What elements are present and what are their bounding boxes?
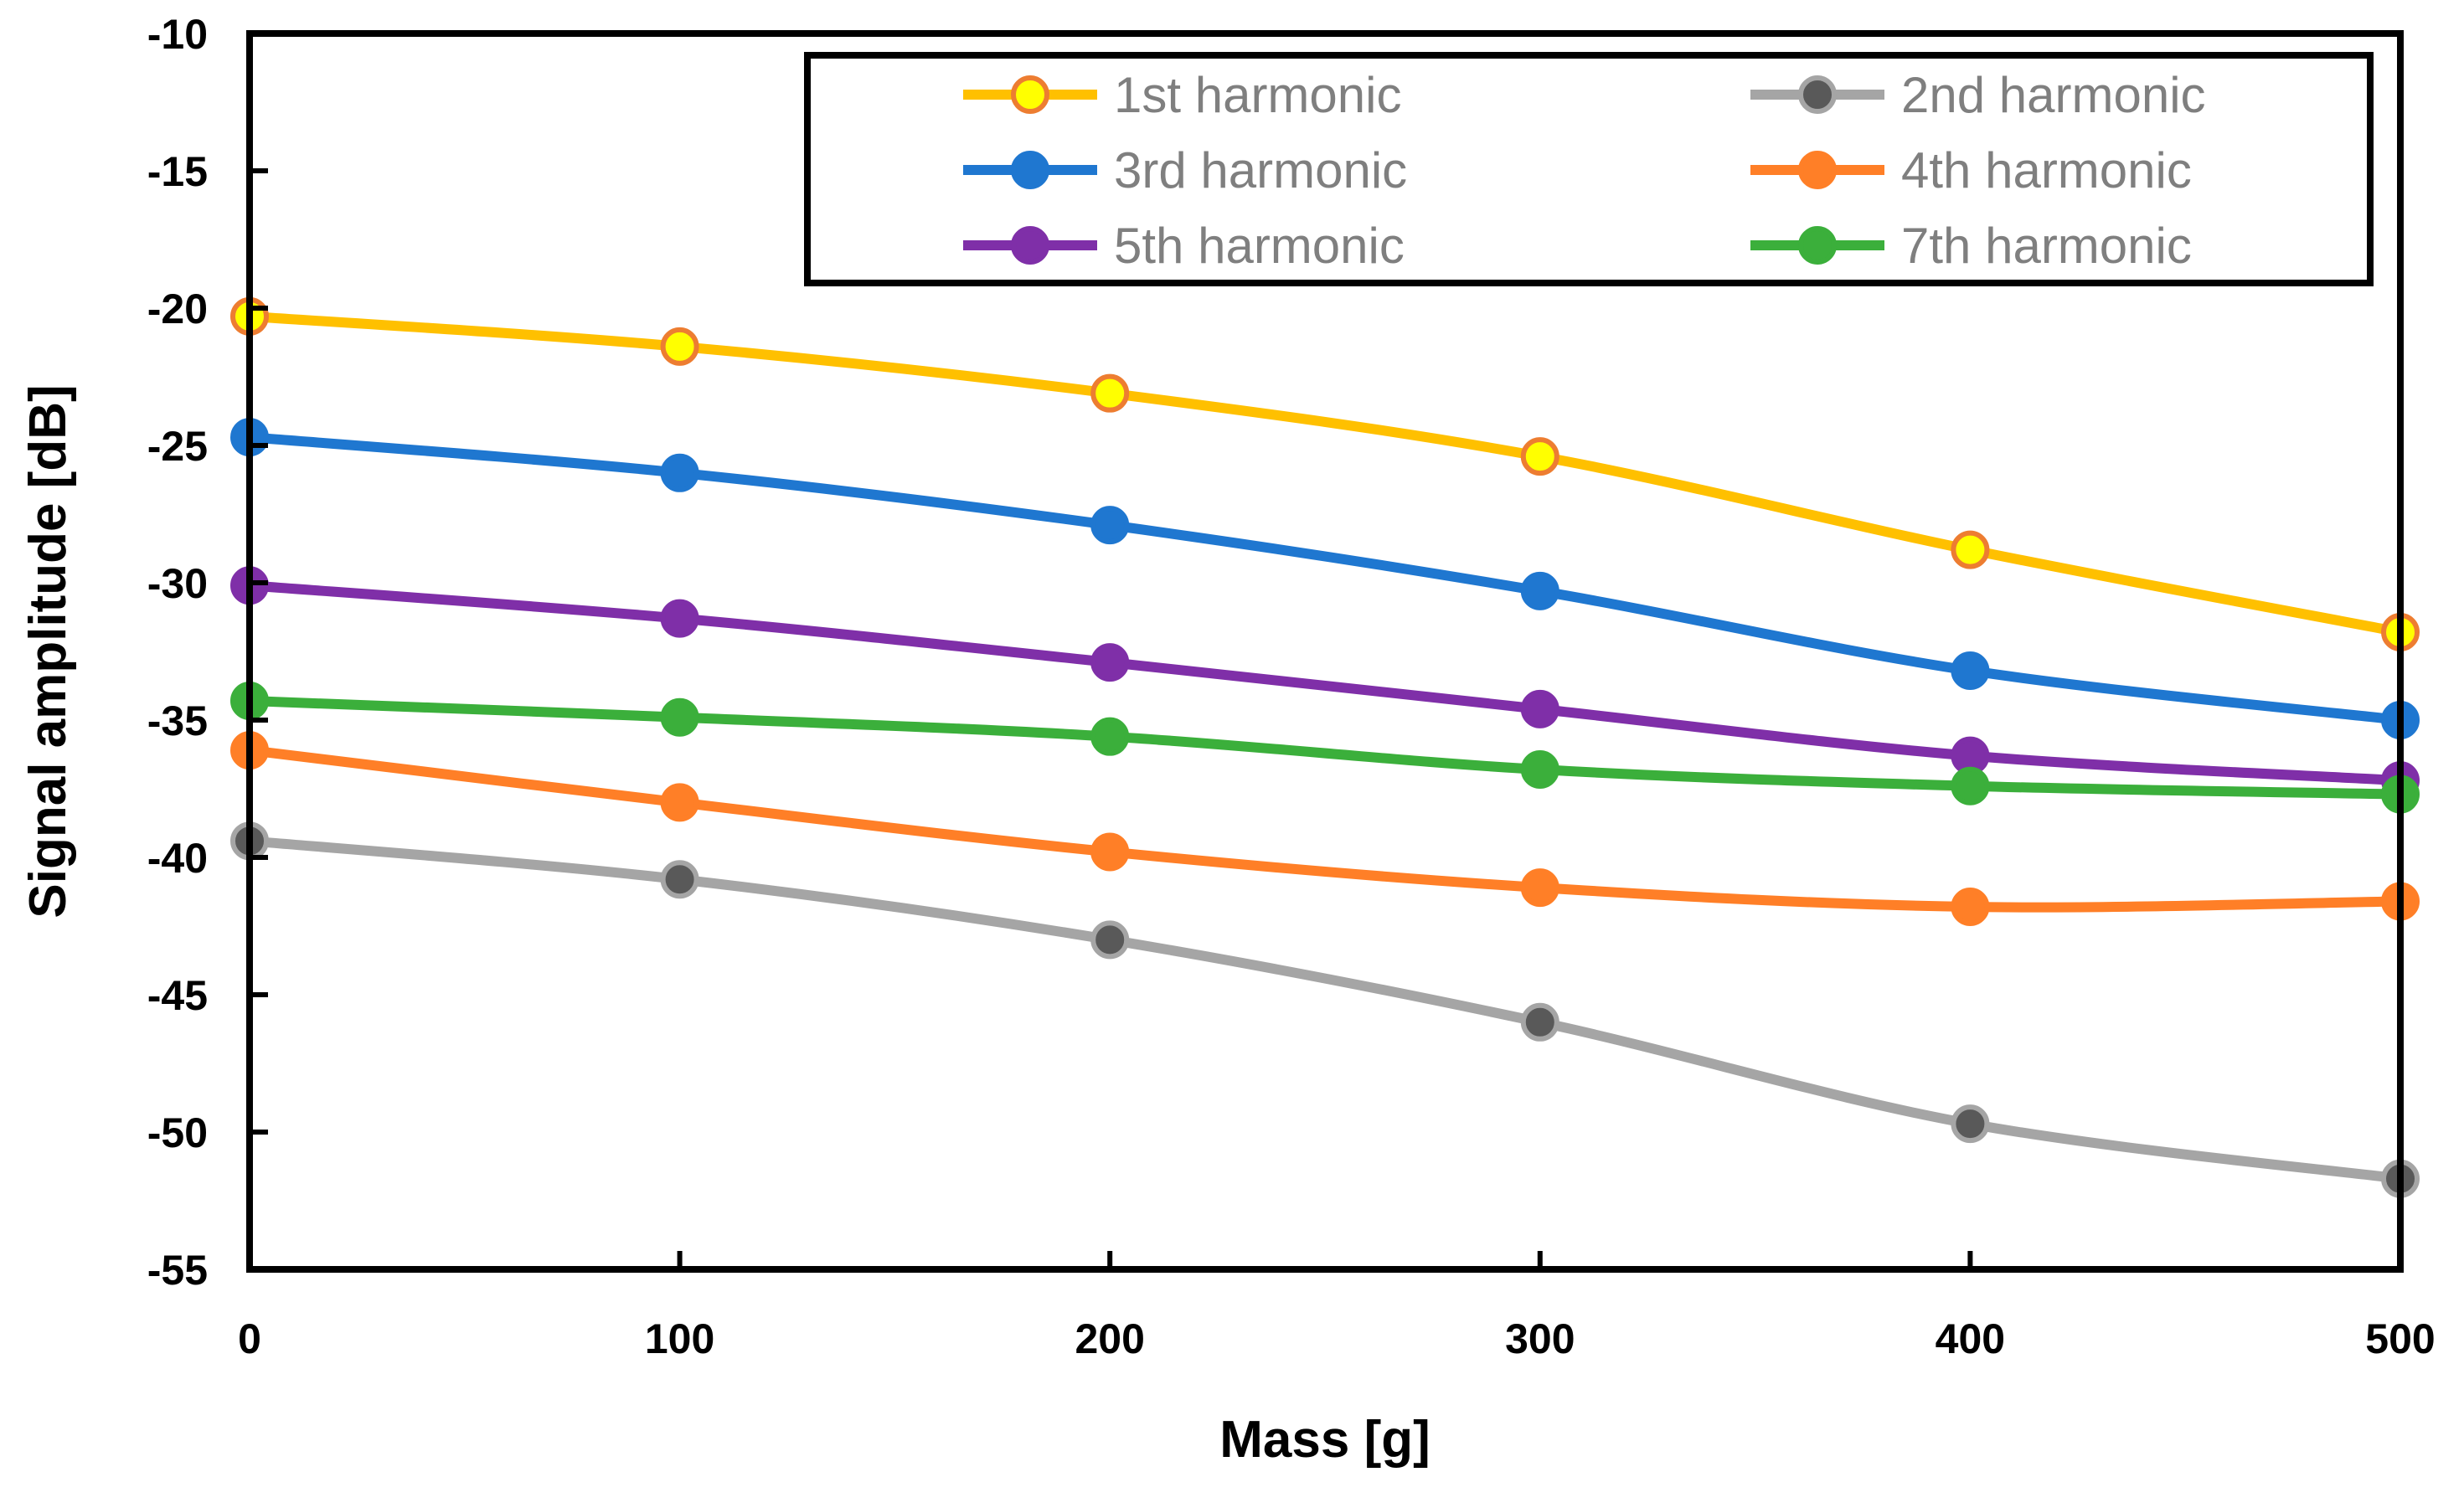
legend-label: 7th harmonic <box>1901 218 2192 274</box>
data-point <box>660 860 699 899</box>
legend-swatch-marker <box>1011 151 1049 189</box>
series-line <box>245 311 2405 638</box>
series-line <box>245 696 2405 800</box>
legend: 1st harmonic 2nd harmonic 3rd harmonic 4th … <box>804 52 2374 286</box>
data-point <box>1951 766 1990 805</box>
legend-swatch-marker <box>1798 151 1837 189</box>
series-layer <box>230 296 2420 1198</box>
data-point <box>1090 506 1130 545</box>
x-tick-label: 400 <box>1936 1315 2005 1362</box>
legend-item-3rd-harmonic: 3rd harmonic <box>963 142 1407 198</box>
y-tick-label: -55 <box>147 1247 208 1294</box>
series-5th-harmonic <box>230 566 2420 800</box>
data-point <box>1520 689 1559 728</box>
series-line <box>245 745 2405 913</box>
y-tick-label: -40 <box>147 835 208 882</box>
legend-label: 5th harmonic <box>1114 218 1405 274</box>
data-point <box>660 327 699 366</box>
data-point <box>660 453 699 492</box>
legend-item-7th-harmonic: 7th harmonic <box>1750 218 2192 274</box>
x-tick-label: 0 <box>238 1315 261 1362</box>
series-2nd-harmonic <box>230 821 2420 1198</box>
data-point <box>1520 1002 1559 1042</box>
y-tick-label: -35 <box>147 697 208 744</box>
y-tick-label: -30 <box>147 560 208 607</box>
data-point <box>1520 571 1559 610</box>
legend-label: 2nd harmonic <box>1901 67 2206 123</box>
series-3rd-harmonic <box>230 418 2420 739</box>
x-tick-label: 300 <box>1505 1315 1575 1362</box>
x-axis-title: Mass [g] <box>1219 1411 1430 1469</box>
series-1st-harmonic <box>230 296 2420 652</box>
data-point <box>660 697 699 737</box>
legend-item-1st-harmonic: 1st harmonic <box>963 67 1401 123</box>
series-line <box>245 580 2405 786</box>
x-tick-label: 100 <box>645 1315 714 1362</box>
series-4th-harmonic <box>230 731 2420 927</box>
axis-layer: -10 -15 -20 -25 -30 -35 -40 -45 -50 -55 0 100 200 300… <box>147 11 2436 1362</box>
y-tick-label: -20 <box>147 286 208 332</box>
data-point <box>1951 530 1990 569</box>
legend-item-2nd-harmonic: 2nd harmonic <box>1750 67 2206 123</box>
legend-swatch-marker <box>1798 75 1837 114</box>
data-point <box>660 599 699 638</box>
data-point <box>1951 888 1990 927</box>
data-point <box>660 783 699 822</box>
data-point <box>1520 437 1559 476</box>
data-point <box>1090 832 1130 872</box>
legend-item-4th-harmonic: 4th harmonic <box>1750 142 2192 198</box>
legend-label: 4th harmonic <box>1901 142 2192 198</box>
legend-label: 1st harmonic <box>1114 67 1401 123</box>
legend-item-5th-harmonic: 5th harmonic <box>963 218 1405 274</box>
legend-swatch-marker <box>1011 75 1049 114</box>
data-point <box>1520 750 1559 790</box>
y-tick-label: -25 <box>147 423 208 470</box>
x-tick-label: 200 <box>1075 1315 1144 1362</box>
data-point <box>1090 920 1130 960</box>
series-line <box>245 432 2405 725</box>
data-point <box>1951 1104 1990 1144</box>
legend-label: 3rd harmonic <box>1114 142 1407 198</box>
x-tick-label: 500 <box>2365 1315 2435 1362</box>
plot-area-frame <box>246 30 2404 1273</box>
y-tick-label: -10 <box>147 11 208 58</box>
series-line <box>245 836 2405 1184</box>
data-point <box>1090 643 1130 682</box>
y-tick-label: -15 <box>147 148 208 195</box>
data-point <box>1090 717 1130 756</box>
y-tick-label: -45 <box>147 972 208 1019</box>
legend-swatch-marker <box>1798 226 1837 265</box>
data-point <box>1090 373 1130 413</box>
data-point <box>1951 651 1990 690</box>
legend-swatch-marker <box>1011 226 1049 265</box>
y-tick-label: -50 <box>147 1109 208 1156</box>
y-axis-title: Signal amplitude [dB] <box>19 384 77 918</box>
data-point <box>1520 868 1559 908</box>
